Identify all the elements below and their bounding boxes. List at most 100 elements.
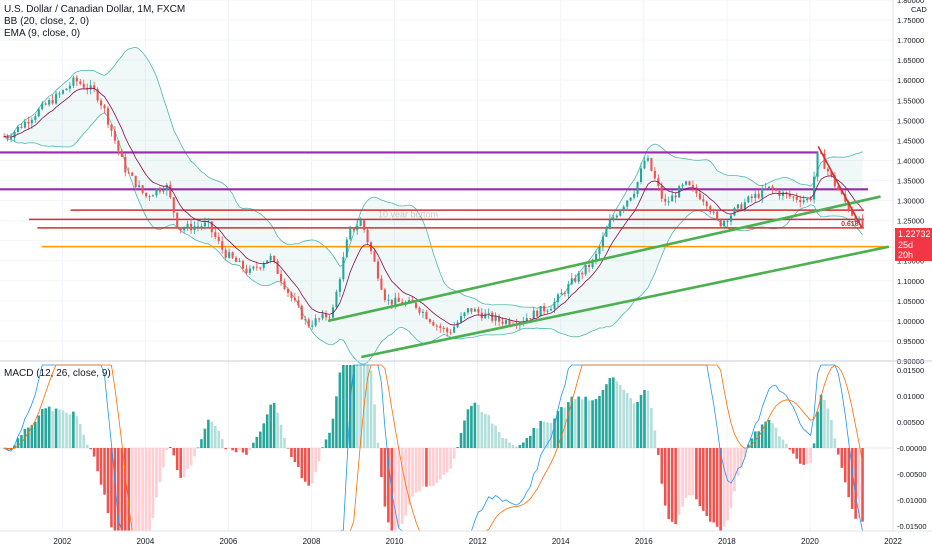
- macd-histogram-bar[interactable]: [598, 395, 601, 448]
- macd-histogram-bar[interactable]: [805, 448, 809, 464]
- candle-body[interactable]: [321, 313, 324, 319]
- macd-histogram-bar[interactable]: [168, 446, 172, 448]
- macd-histogram-bar[interactable]: [96, 448, 99, 472]
- candle-body[interactable]: [23, 121, 26, 128]
- candle-body[interactable]: [459, 316, 463, 323]
- candle-body[interactable]: [186, 223, 189, 229]
- candle-body[interactable]: [203, 222, 206, 227]
- candle-body[interactable]: [764, 188, 767, 190]
- macd-histogram-bar[interactable]: [134, 448, 137, 531]
- macd-histogram-bar[interactable]: [542, 421, 546, 448]
- ema-legend[interactable]: EMA (9, close, 0): [4, 28, 81, 39]
- macd-histogram-bar[interactable]: [618, 385, 622, 448]
- macd-histogram-bar[interactable]: [279, 424, 283, 448]
- candle-body[interactable]: [761, 188, 764, 198]
- macd-histogram-bar[interactable]: [245, 448, 248, 455]
- macd-histogram-bar[interactable]: [317, 448, 321, 462]
- macd-histogram-bar[interactable]: [515, 446, 518, 448]
- macd-histogram-bar[interactable]: [792, 448, 795, 454]
- macd-histogram-bar[interactable]: [764, 421, 767, 448]
- candle-body[interactable]: [684, 181, 688, 185]
- macd-histogram-bar[interactable]: [300, 448, 304, 479]
- candle-body[interactable]: [532, 310, 535, 319]
- candle-body[interactable]: [688, 181, 691, 186]
- candle-body[interactable]: [484, 313, 487, 319]
- macd-histogram-bar[interactable]: [702, 448, 705, 511]
- macd-histogram-bar[interactable]: [812, 443, 816, 448]
- macd-histogram-bar[interactable]: [729, 448, 733, 509]
- candle-body[interactable]: [629, 197, 632, 201]
- candle-body[interactable]: [816, 152, 819, 177]
- macd-histogram-bar[interactable]: [47, 406, 51, 448]
- macd-histogram-bar[interactable]: [324, 439, 328, 448]
- macd-histogram-bar[interactable]: [677, 448, 681, 515]
- candle-body[interactable]: [691, 185, 694, 188]
- macd-histogram-bar[interactable]: [207, 419, 210, 448]
- macd-histogram-bar[interactable]: [137, 448, 141, 531]
- candle-body[interactable]: [570, 278, 573, 285]
- candle-body[interactable]: [432, 322, 435, 326]
- macd-histogram-bar[interactable]: [435, 448, 439, 483]
- macd-histogram-bar[interactable]: [75, 416, 79, 448]
- macd-histogram-bar[interactable]: [328, 432, 331, 448]
- candle-body[interactable]: [806, 198, 809, 201]
- macd-histogram-bar[interactable]: [286, 448, 290, 449]
- candle-body[interactable]: [536, 310, 539, 317]
- candle-body[interactable]: [65, 88, 68, 91]
- macd-histogram-bar[interactable]: [456, 447, 459, 448]
- macd-histogram-bar[interactable]: [220, 439, 224, 448]
- macd-histogram-bar[interactable]: [826, 408, 830, 448]
- candle-body[interactable]: [716, 211, 719, 220]
- macd-histogram-bar[interactable]: [307, 448, 311, 486]
- candle-body[interactable]: [141, 185, 144, 193]
- candle-body[interactable]: [674, 195, 677, 198]
- candle-body[interactable]: [165, 184, 168, 191]
- macd-histogram-bar[interactable]: [743, 448, 747, 458]
- macd-histogram-bar[interactable]: [397, 448, 401, 528]
- macd-histogram-bar[interactable]: [13, 445, 16, 448]
- candle-body[interactable]: [259, 267, 262, 269]
- macd-histogram-bar[interactable]: [715, 448, 719, 527]
- macd-histogram-bar[interactable]: [760, 424, 764, 448]
- candle-body[interactable]: [608, 219, 611, 229]
- candle-body[interactable]: [498, 316, 501, 322]
- candle-body[interactable]: [612, 217, 615, 220]
- candle-body[interactable]: [418, 307, 421, 313]
- macd-histogram-bar[interactable]: [854, 448, 857, 519]
- candle-body[interactable]: [27, 121, 30, 124]
- candle-body[interactable]: [529, 318, 532, 320]
- macd-histogram-bar[interactable]: [421, 448, 425, 487]
- macd-histogram-bar[interactable]: [234, 448, 238, 453]
- macd-histogram-bar[interactable]: [58, 409, 61, 448]
- macd-histogram-bar[interactable]: [601, 389, 605, 448]
- candle-body[interactable]: [162, 190, 165, 192]
- candle-body[interactable]: [813, 176, 816, 200]
- macd-histogram-bar[interactable]: [411, 448, 414, 497]
- candle-body[interactable]: [352, 227, 355, 231]
- candle-body[interactable]: [771, 186, 774, 190]
- macd-histogram-bar[interactable]: [290, 448, 293, 458]
- candle-body[interactable]: [449, 332, 452, 334]
- candle-body[interactable]: [408, 300, 411, 303]
- candle-body[interactable]: [100, 100, 103, 106]
- macd-histogram-bar[interactable]: [179, 448, 182, 478]
- candle-body[interactable]: [709, 206, 712, 212]
- macd-histogram-bar[interactable]: [37, 415, 41, 448]
- candle-body[interactable]: [470, 308, 473, 312]
- candle-body[interactable]: [757, 193, 760, 198]
- candle-body[interactable]: [127, 172, 130, 174]
- candle-body[interactable]: [245, 268, 248, 273]
- candle-body[interactable]: [702, 199, 705, 202]
- candle-body[interactable]: [543, 306, 546, 312]
- candle-body[interactable]: [740, 204, 743, 210]
- macd-histogram-bar[interactable]: [79, 424, 82, 448]
- candle-body[interactable]: [20, 126, 23, 128]
- candle-body[interactable]: [75, 77, 78, 82]
- candle-body[interactable]: [598, 246, 601, 254]
- macd-histogram-bar[interactable]: [414, 448, 418, 493]
- candle-body[interactable]: [425, 311, 428, 320]
- macd-histogram-bar[interactable]: [252, 442, 255, 448]
- candle-body[interactable]: [750, 196, 753, 199]
- macd-histogram-bar[interactable]: [608, 377, 612, 448]
